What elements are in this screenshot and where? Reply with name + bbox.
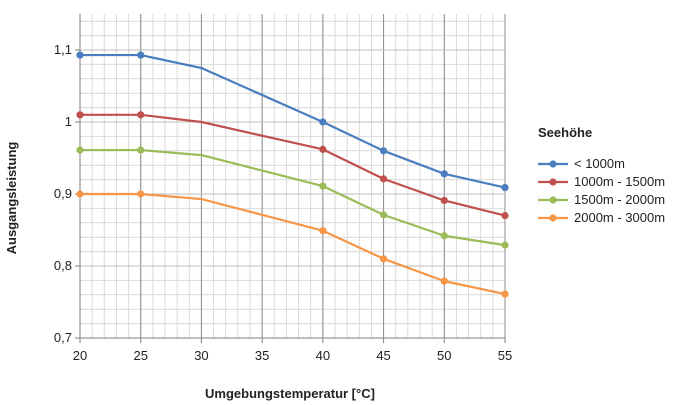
y-tick-label: 0,7 xyxy=(54,330,72,345)
x-tick-label: 45 xyxy=(376,348,390,363)
legend-swatch-marker xyxy=(549,178,557,186)
x-tick-label: 20 xyxy=(73,348,87,363)
y-tick-label: 0,8 xyxy=(54,258,72,273)
data-point xyxy=(379,211,388,219)
data-point xyxy=(440,232,448,240)
x-tick-label: 40 xyxy=(316,348,330,363)
data-point xyxy=(319,227,327,235)
data-point xyxy=(379,175,388,183)
legend-label: 1500m - 2000m xyxy=(574,192,665,207)
data-point xyxy=(501,183,509,192)
x-tick-label: 25 xyxy=(133,348,147,363)
axes xyxy=(75,14,506,343)
y-axis-title: Ausgangsleistung xyxy=(4,142,19,255)
legend-title: Seehöhe xyxy=(538,125,592,140)
data-point xyxy=(501,290,509,298)
data-point xyxy=(137,51,145,59)
x-tick-label: 35 xyxy=(255,348,269,363)
legend-label: 1000m - 1500m xyxy=(574,174,665,189)
series-line xyxy=(80,53,506,189)
data-point xyxy=(76,51,84,59)
data-point xyxy=(137,146,145,154)
legend-items: < 1000m 1000m - 1500m 1500m - 2000m 2000m -… xyxy=(538,156,665,225)
minor-gridlines xyxy=(79,14,506,339)
major-gridlines xyxy=(79,14,506,339)
series-line xyxy=(80,192,506,296)
x-tick-label: 55 xyxy=(498,348,512,363)
data-point xyxy=(76,190,84,198)
data-point xyxy=(319,118,327,126)
x-tick-labels: 20 25 30 35 40 45 50 55 xyxy=(73,348,512,363)
legend-swatch-marker xyxy=(549,160,557,168)
data-point xyxy=(76,146,84,154)
data-point xyxy=(440,170,448,178)
data-point xyxy=(379,255,388,263)
data-point xyxy=(440,196,448,205)
data-point xyxy=(319,145,327,153)
legend-swatch-marker xyxy=(549,214,557,222)
legend-swatch-marker xyxy=(549,196,557,204)
data-point xyxy=(501,212,509,220)
legend-label: < 1000m xyxy=(574,156,625,171)
data-point xyxy=(76,111,84,119)
x-axis-title: Umgebungstemperatur [°C] xyxy=(205,386,375,401)
legend-label: 2000m - 3000m xyxy=(574,210,665,225)
data-point xyxy=(319,182,327,190)
x-tick-label: 30 xyxy=(194,348,208,363)
y-tick-labels: 0,7 0,8 0,9 1 1,1 xyxy=(54,42,72,345)
data-point xyxy=(137,190,145,198)
series-lines xyxy=(76,51,509,298)
y-tick-label: 1 xyxy=(65,114,72,129)
legend: Seehöhe < 1000m 1000m - 1500m 1500m - 2000… xyxy=(538,125,665,225)
y-tick-label: 0,9 xyxy=(54,186,72,201)
data-point xyxy=(137,111,145,119)
series-line xyxy=(80,148,506,247)
y-tick-label: 1,1 xyxy=(54,42,72,57)
data-point xyxy=(379,147,388,155)
x-tick-label: 50 xyxy=(437,348,451,363)
data-point xyxy=(440,277,448,285)
data-point xyxy=(501,241,509,249)
